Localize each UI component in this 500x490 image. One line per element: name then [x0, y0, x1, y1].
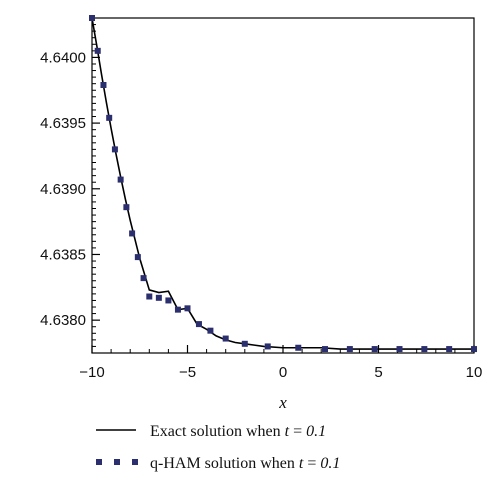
qham-point — [123, 204, 130, 211]
x-tick-label: 5 — [374, 364, 382, 381]
qham-point — [111, 146, 118, 153]
y-tick-label: 4.6400 — [40, 49, 86, 66]
qham-point — [129, 230, 136, 237]
qham-point — [89, 15, 95, 21]
qham-point — [446, 346, 453, 353]
qham-point — [264, 343, 271, 350]
series-qham-markers — [89, 15, 477, 353]
legend-item-exact: Exact solution when t = 0.1 — [96, 423, 326, 440]
legend-marker-qham-1 — [96, 459, 102, 465]
qham-point — [207, 327, 214, 334]
qham-point — [295, 344, 302, 351]
x-tick-label: 10 — [466, 364, 483, 381]
x-tick-label: −10 — [79, 364, 104, 381]
qham-point — [222, 335, 229, 342]
legend-item-qham: q-HAM solution when t = 0.1 — [96, 455, 340, 472]
qham-point — [471, 346, 477, 353]
qham-point — [371, 346, 378, 353]
qham-point — [346, 346, 353, 353]
qham-point — [155, 294, 162, 301]
y-axis-ticks: 4.6380 4.6385 4.6390 4.6395 4.6400 — [40, 17, 100, 354]
qham-point — [165, 297, 172, 304]
qham-point — [421, 346, 428, 353]
qham-point — [184, 305, 191, 312]
qham-point — [117, 176, 124, 183]
y-tick-label: 4.6390 — [40, 181, 86, 198]
y-tick-label: 4.6380 — [40, 312, 86, 329]
y-tick-label: 4.6385 — [40, 246, 86, 263]
qham-point — [322, 346, 329, 353]
qham-point — [106, 114, 113, 121]
qham-point — [146, 293, 153, 300]
legend: Exact solution when t = 0.1 q-HAM soluti… — [96, 423, 340, 472]
qham-point — [100, 82, 107, 88]
legend-marker-qham-3 — [132, 459, 138, 465]
qham-point — [140, 275, 147, 282]
x-axis-ticks: −10 −5 0 5 10 — [79, 345, 482, 381]
legend-label-qham: q-HAM solution when t = 0.1 — [150, 455, 340, 472]
plot-frame — [91, 17, 475, 354]
qham-point — [195, 321, 202, 328]
x-tick-label: 0 — [279, 364, 287, 381]
legend-label-exact: Exact solution when t = 0.1 — [150, 423, 326, 440]
x-axis-title: x — [278, 393, 287, 412]
qham-point — [241, 340, 248, 347]
qham-point — [174, 306, 181, 313]
x-tick-label: −5 — [179, 364, 196, 381]
legend-marker-qham-2 — [114, 459, 120, 465]
qham-point — [396, 346, 403, 353]
qham-point — [134, 254, 141, 261]
y-tick-label: 4.6395 — [40, 115, 86, 132]
qham-point — [94, 47, 101, 54]
